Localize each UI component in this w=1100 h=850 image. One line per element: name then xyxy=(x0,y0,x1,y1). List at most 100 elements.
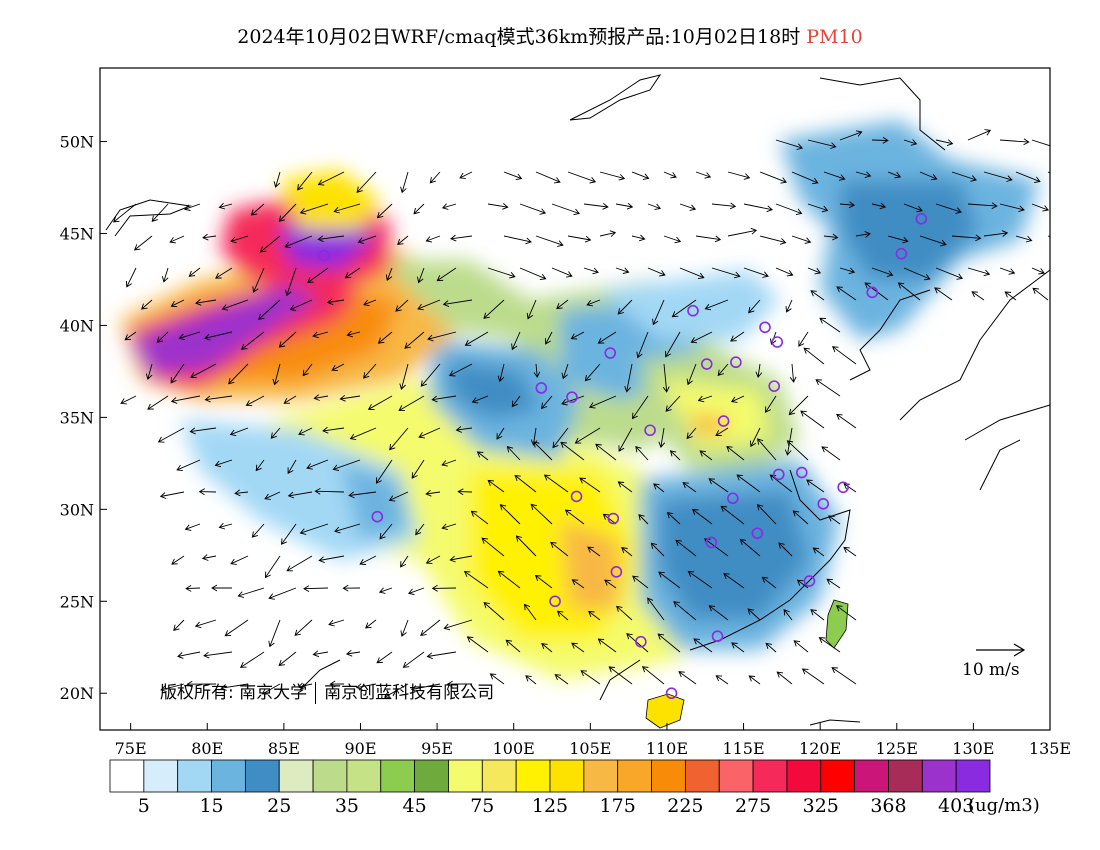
wind-arrow xyxy=(903,139,918,146)
wind-arrow xyxy=(399,363,409,390)
colorbar-swatch xyxy=(651,759,686,793)
wind-arrow xyxy=(810,290,825,301)
wind-arrow xyxy=(441,523,457,531)
wind-arrow xyxy=(761,576,777,589)
wind-arrow xyxy=(897,282,921,301)
wind-arrow xyxy=(344,267,361,279)
wind-arrow xyxy=(731,642,745,653)
wind-arrow xyxy=(796,579,809,589)
wind-arrow xyxy=(1032,287,1049,301)
wind-arrow xyxy=(514,474,537,493)
colorbar-swatch xyxy=(786,759,822,793)
wind-arrow xyxy=(426,651,457,660)
wind-arrow xyxy=(662,363,670,393)
wind-arrow xyxy=(312,650,329,658)
wind-arrow xyxy=(427,331,457,342)
wind-arrow xyxy=(647,597,665,621)
wind-arrow xyxy=(756,504,777,525)
station-marker xyxy=(687,304,699,317)
wind-arrow xyxy=(663,235,682,244)
colorbar-swatch xyxy=(481,759,517,793)
wind-arrow xyxy=(616,605,633,621)
lon-tick-label: 120E xyxy=(799,739,841,758)
station-marker xyxy=(915,212,928,225)
wind-arrow xyxy=(326,298,345,306)
wind-arrow xyxy=(967,129,992,141)
wind-arrow xyxy=(730,331,745,342)
colorbar-tick-label: 5 xyxy=(138,795,150,817)
wind-arrow xyxy=(615,267,630,274)
wind-arrow xyxy=(349,427,377,441)
station-marker xyxy=(772,468,785,481)
wind-arrow xyxy=(695,235,722,243)
colorbar-swatch xyxy=(888,759,923,793)
wind-arrow xyxy=(519,203,547,215)
wind-arrow xyxy=(280,523,297,545)
colorbar-swatch xyxy=(684,759,720,793)
wind-arrow xyxy=(322,426,345,434)
wind-arrow xyxy=(471,395,489,404)
colorbar-swatch xyxy=(346,759,382,793)
colorbar-tick-label: 45 xyxy=(403,795,427,817)
wind-arrow xyxy=(441,203,457,210)
wind-arrow xyxy=(807,267,822,275)
wind-arrow xyxy=(807,203,829,213)
colorbar-tick-label: 175 xyxy=(600,795,636,817)
wind-arrow xyxy=(204,395,233,403)
wind-arrow xyxy=(425,235,441,243)
colorbar xyxy=(109,759,991,793)
latitude-axis: 50N 45N 40N 35N 30N 25N 20N xyxy=(60,133,107,703)
wind-arrow xyxy=(631,171,650,180)
wind-arrow xyxy=(658,571,681,589)
wind-arrow xyxy=(176,459,201,472)
wind-arrow xyxy=(505,639,521,653)
lon-tick-label: 85E xyxy=(268,739,300,758)
lon-tick-label: 90E xyxy=(344,739,376,758)
wind-arrow xyxy=(299,523,329,535)
wind-arrow xyxy=(328,619,345,627)
wind-arrow xyxy=(691,508,713,525)
wind-arrow xyxy=(515,535,537,557)
wind-arrow xyxy=(355,683,377,691)
wind-arrow xyxy=(420,619,441,636)
lat-tick-label: 25N xyxy=(60,592,94,611)
wind-arrow xyxy=(686,427,697,440)
wind-arrow xyxy=(289,299,313,311)
station-marker xyxy=(665,687,678,700)
wind-arrow xyxy=(526,299,537,320)
station-marker xyxy=(705,536,718,549)
wind-arrow xyxy=(788,395,809,416)
wind-arrow xyxy=(389,427,409,451)
wind-arrow xyxy=(641,666,665,685)
wind-arrow xyxy=(715,427,729,436)
wind-arrow xyxy=(595,443,617,461)
colorbar-swatch xyxy=(380,759,416,793)
wind-arrow xyxy=(571,579,585,589)
wind-arrow xyxy=(748,675,761,685)
wind-arrow xyxy=(632,575,649,589)
wind-arrow xyxy=(544,331,553,345)
wind-arrow xyxy=(376,651,393,664)
wind-arrow xyxy=(855,171,872,179)
wind-arrow xyxy=(823,171,846,181)
wind-arrow xyxy=(759,235,787,245)
wind-arrow xyxy=(934,287,953,301)
wind-arrow xyxy=(417,299,441,311)
wind-arrow xyxy=(708,605,729,621)
wind-arrow xyxy=(272,363,281,386)
wind-arrow xyxy=(511,395,521,408)
wind-arrow xyxy=(476,451,489,461)
wind-arrow xyxy=(951,171,977,182)
wind-arrow xyxy=(170,395,201,404)
wind-arrow xyxy=(556,299,569,310)
wind-arrow xyxy=(604,579,617,589)
wind-arrow xyxy=(708,478,729,493)
wind-arrow xyxy=(535,235,564,247)
wind-arrow xyxy=(635,445,649,461)
wind-arrow xyxy=(828,515,841,525)
colorbar-swatch xyxy=(109,759,145,793)
colorbar-swatch xyxy=(549,759,585,793)
wind-arrow xyxy=(636,331,649,359)
wind-arrow xyxy=(459,171,473,179)
map-frame xyxy=(99,67,1051,731)
